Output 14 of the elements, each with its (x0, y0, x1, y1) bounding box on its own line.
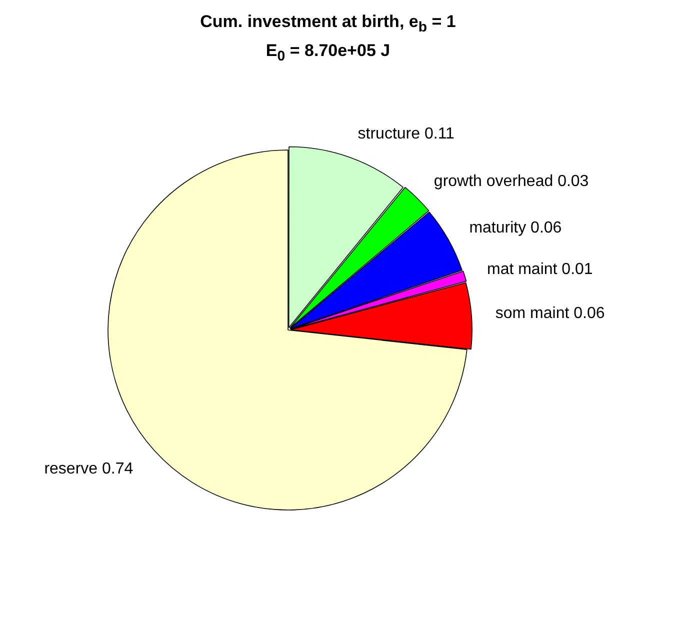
slice-label: maturity (469, 219, 526, 236)
data-label: 0.06 (574, 305, 605, 322)
data-label: 0.11 (424, 125, 455, 142)
data-label: 0.74 (102, 460, 134, 478)
slice-label: growth overhead (434, 172, 554, 190)
slice-label: structure (358, 125, 420, 142)
slice-label: mat maint (486, 260, 558, 278)
chart-subtitle: E$_{0}$ = 8.70e+05 J (264, 40, 392, 65)
slice-label: reserve (44, 460, 98, 478)
slice-label: som maint (495, 305, 570, 322)
data-label: 0.01 (562, 260, 593, 278)
chart-title: Cum. investment at birth, e$_{b}$ = 1 (199, 11, 457, 36)
data-label: 0.03 (558, 172, 589, 190)
data-label: 0.06 (530, 219, 562, 236)
